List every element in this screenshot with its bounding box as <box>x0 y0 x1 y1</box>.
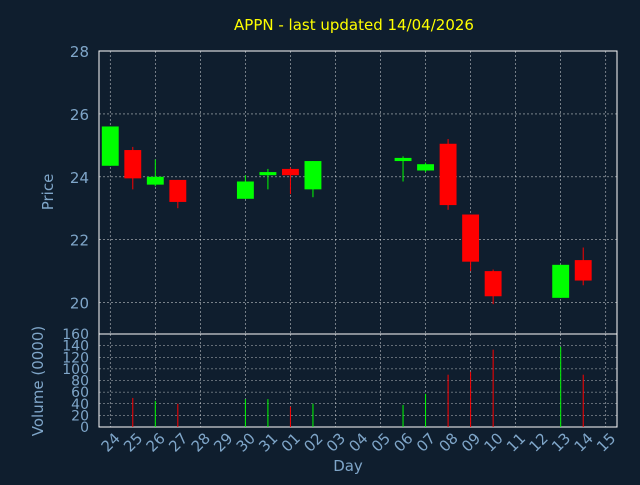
candle-body <box>552 264 570 298</box>
chart-title: APPN - last updated 14/04/2026 <box>234 16 474 34</box>
x-axis-label: Day <box>333 457 363 475</box>
candle-body <box>124 150 142 179</box>
candle-body <box>236 181 254 199</box>
volume-tick-label: 80 <box>71 374 89 390</box>
candle-body <box>394 157 412 162</box>
price-panel: 20 22 24 26 28 <box>70 43 618 335</box>
volume-axis-label: Volume (0000) <box>29 326 47 436</box>
candle-body <box>259 172 277 176</box>
candle-body <box>417 164 435 171</box>
candle-body <box>462 214 480 262</box>
candle-body <box>304 161 322 190</box>
price-tick-label: 24 <box>70 169 89 187</box>
candle-body <box>101 126 119 166</box>
volume-tick-label: 120 <box>62 350 89 366</box>
volume-tick-label: 100 <box>62 362 89 378</box>
candle-body <box>281 168 299 176</box>
volume-tick-label: 40 <box>71 397 89 413</box>
candle-body <box>169 179 187 202</box>
volume-tick-label: 60 <box>71 385 89 401</box>
volume-panel: 0204060801001201401602425262728293031010… <box>62 327 619 456</box>
price-tick-label: 20 <box>70 295 89 313</box>
price-tick-label: 26 <box>70 106 89 124</box>
price-axis-label: Price <box>39 174 57 211</box>
candle-body <box>574 260 592 281</box>
candle-body <box>484 271 502 297</box>
volume-tick-label: 160 <box>62 327 89 343</box>
price-tick-label: 28 <box>70 43 89 61</box>
volume-tick-label: 0 <box>80 420 89 436</box>
x-tick-label: 15 <box>593 429 619 455</box>
candle-body <box>439 143 457 206</box>
price-tick-label: 22 <box>70 232 89 250</box>
volume-tick-label: 20 <box>71 408 89 424</box>
candle-body <box>146 176 164 185</box>
volume-tick-label: 140 <box>62 339 89 355</box>
